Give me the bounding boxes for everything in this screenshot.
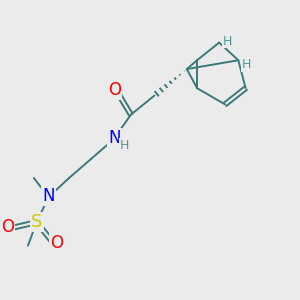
Text: H: H xyxy=(242,58,251,71)
Text: O: O xyxy=(2,218,14,236)
Text: N: N xyxy=(109,129,121,147)
Text: S: S xyxy=(31,213,42,231)
Text: O: O xyxy=(50,234,63,252)
Text: H: H xyxy=(223,34,232,48)
Text: H: H xyxy=(120,139,129,152)
Text: O: O xyxy=(108,81,121,99)
Text: N: N xyxy=(42,188,55,206)
